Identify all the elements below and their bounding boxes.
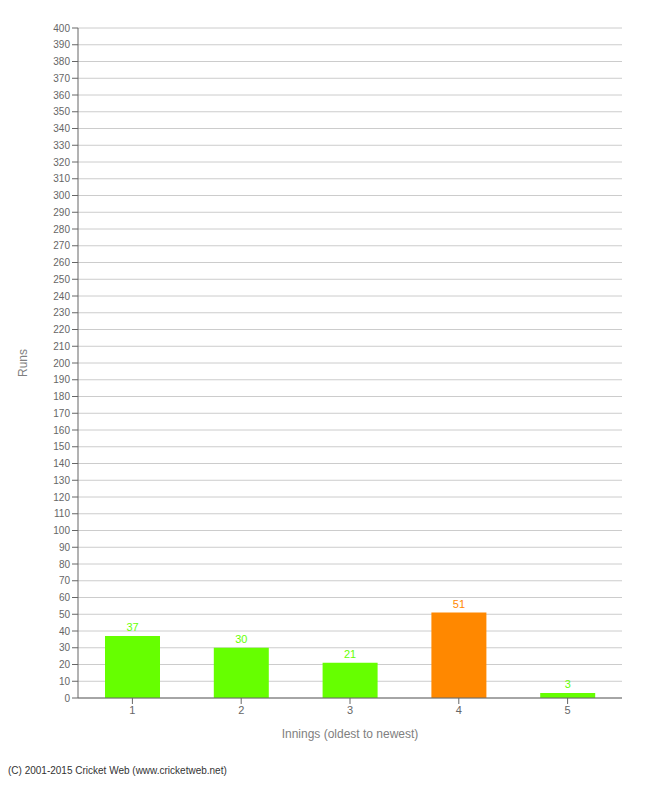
svg-text:21: 21 <box>344 648 356 660</box>
svg-text:380: 380 <box>53 56 70 67</box>
svg-text:390: 390 <box>53 39 70 50</box>
svg-text:30: 30 <box>235 633 247 645</box>
svg-text:130: 130 <box>53 475 70 486</box>
svg-text:160: 160 <box>53 425 70 436</box>
svg-text:350: 350 <box>53 106 70 117</box>
svg-text:150: 150 <box>53 441 70 452</box>
svg-text:1: 1 <box>129 704 135 716</box>
svg-text:370: 370 <box>53 73 70 84</box>
svg-text:0: 0 <box>64 693 70 704</box>
svg-text:300: 300 <box>53 190 70 201</box>
svg-text:200: 200 <box>53 358 70 369</box>
svg-text:210: 210 <box>53 341 70 352</box>
svg-text:5: 5 <box>565 704 571 716</box>
svg-text:3: 3 <box>347 704 353 716</box>
svg-text:40: 40 <box>59 626 71 637</box>
svg-text:170: 170 <box>53 408 70 419</box>
svg-text:400: 400 <box>53 23 70 34</box>
svg-text:320: 320 <box>53 157 70 168</box>
html-text:(C) 2001-2015 Cricket Web (www: (C) 2001-2015 Cricket Web (www.cricketwe… <box>8 765 227 776</box>
svg-text:4: 4 <box>456 704 462 716</box>
svg-text:37: 37 <box>126 621 138 633</box>
svg-text:240: 240 <box>53 291 70 302</box>
svg-text:140: 140 <box>53 458 70 469</box>
svg-text:220: 220 <box>53 324 70 335</box>
svg-text:Innings (oldest to newest): Innings (oldest to newest) <box>282 727 419 741</box>
svg-text:2: 2 <box>238 704 244 716</box>
svg-text:51: 51 <box>453 598 465 610</box>
svg-text:260: 260 <box>53 257 70 268</box>
svg-text:310: 310 <box>53 173 70 184</box>
svg-text:120: 120 <box>53 492 70 503</box>
svg-text:60: 60 <box>59 592 71 603</box>
svg-text:180: 180 <box>53 391 70 402</box>
svg-text:80: 80 <box>59 559 71 570</box>
svg-text:290: 290 <box>53 207 70 218</box>
svg-text:330: 330 <box>53 140 70 151</box>
svg-text:70: 70 <box>59 575 71 586</box>
svg-text:90: 90 <box>59 542 71 553</box>
svg-text:270: 270 <box>53 240 70 251</box>
svg-text:Runs: Runs <box>16 349 30 377</box>
svg-text:30: 30 <box>59 642 71 653</box>
svg-text:250: 250 <box>53 274 70 285</box>
svg-text:340: 340 <box>53 123 70 134</box>
svg-text:10: 10 <box>59 676 71 687</box>
svg-text:3: 3 <box>565 678 571 690</box>
svg-text:360: 360 <box>53 90 70 101</box>
svg-text:50: 50 <box>59 609 71 620</box>
svg-text:100: 100 <box>53 525 70 536</box>
svg-text:230: 230 <box>53 307 70 318</box>
svg-text:280: 280 <box>53 224 70 235</box>
svg-text:190: 190 <box>53 374 70 385</box>
svg-text:110: 110 <box>54 508 70 519</box>
svg-text:20: 20 <box>59 659 71 670</box>
